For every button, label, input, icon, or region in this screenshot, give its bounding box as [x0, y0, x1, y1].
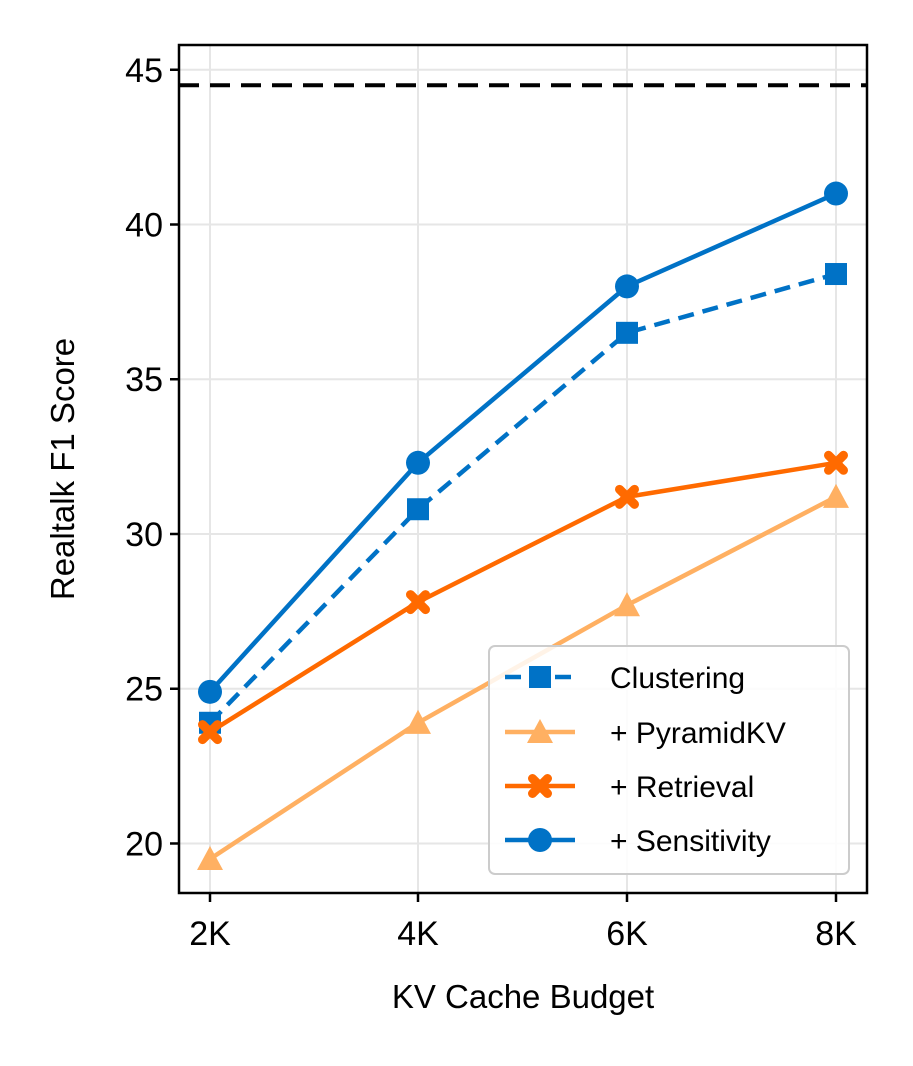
y-tick-label: 35	[125, 361, 163, 399]
data-point	[406, 450, 430, 475]
x-tick-label: 8K	[815, 915, 857, 953]
y-tick-label: 20	[125, 825, 163, 863]
series-line	[208, 191, 837, 694]
plot-frame	[177, 43, 869, 895]
legend-entry: + Sensitivity	[505, 825, 771, 858]
data-point	[615, 274, 639, 299]
data-point-stroke	[824, 450, 848, 475]
legend-marker	[529, 666, 551, 688]
series-line	[208, 460, 837, 734]
legend-entry: + PyramidKV	[505, 717, 786, 750]
data-point	[198, 679, 222, 704]
legend-entry: + Retrieval	[505, 771, 754, 804]
legend-marker	[528, 828, 552, 852]
x-axis-label: KV Cache Budget	[392, 978, 654, 1015]
x-tick-label: 2K	[189, 915, 231, 953]
axis-ticks: 2K 4K 6K 8K 20 25 30 35 40 45	[125, 52, 857, 953]
x-tick-label: 4K	[397, 915, 439, 953]
legend-box	[488, 645, 850, 875]
legend-label: + Sensitivity	[610, 825, 771, 858]
series-line	[208, 271, 837, 725]
data-point	[823, 483, 849, 508]
y-axis-label: Realtalk F1 Score	[44, 338, 81, 600]
legend: Clustering + PyramidKV + Retrieval + Sensit…	[488, 645, 850, 875]
data-point	[824, 450, 848, 475]
data-point	[197, 845, 223, 871]
data-point	[405, 709, 431, 734]
data-point	[615, 484, 639, 509]
legend-marker-stroke	[528, 774, 552, 798]
data-point-stroke	[198, 720, 222, 745]
data-point	[406, 590, 430, 615]
legend-label: + PyramidKV	[610, 717, 786, 750]
legend-label: Clustering	[610, 662, 745, 695]
y-tick-label: 40	[125, 207, 163, 245]
y-tick-label: 30	[125, 516, 163, 554]
data-point	[825, 263, 847, 286]
data-point	[616, 321, 638, 344]
y-tick-label: 25	[125, 671, 163, 709]
data-point	[407, 498, 429, 521]
legend-label: + Retrieval	[610, 771, 754, 804]
data-point-stroke	[406, 590, 430, 615]
data-point	[824, 181, 848, 206]
x-tick-label: 6K	[606, 915, 648, 953]
series-sensitivity	[198, 181, 848, 704]
y-tick-label: 45	[125, 52, 163, 90]
legend-marker	[528, 774, 552, 798]
data-point	[198, 720, 222, 745]
data-point	[614, 592, 640, 617]
legend-entry: Clustering	[505, 662, 745, 695]
series-retrieval	[198, 450, 848, 745]
data-point-stroke	[615, 484, 639, 509]
legend-marker	[527, 719, 553, 744]
series-layer	[197, 181, 849, 871]
